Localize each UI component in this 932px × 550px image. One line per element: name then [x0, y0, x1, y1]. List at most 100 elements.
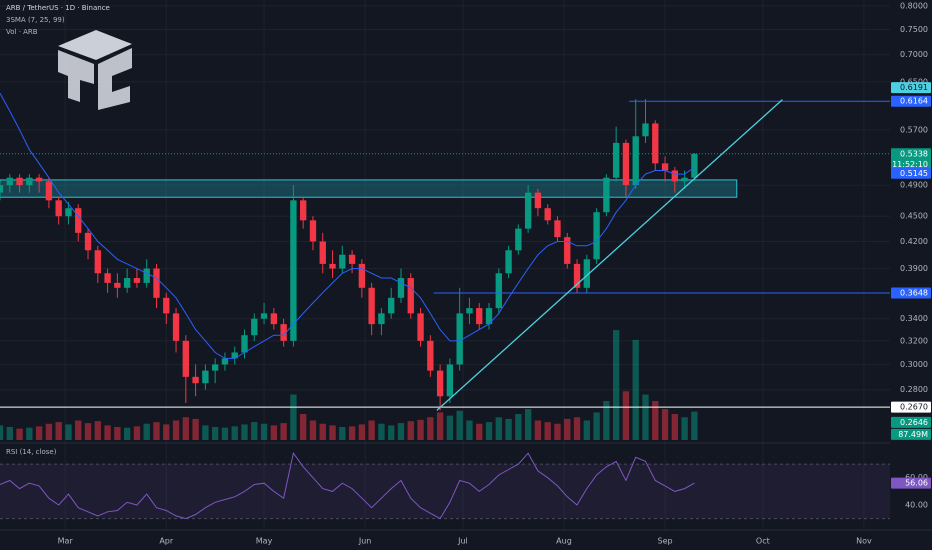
volume-bar [260, 423, 268, 440]
candle-body [172, 313, 180, 341]
x-tick-label: Sep [658, 537, 673, 546]
y-tick-label: 0.4900 [900, 181, 928, 190]
candle-body [368, 287, 375, 325]
candle-body [251, 318, 258, 336]
chart-title: ARB / TetherUS · 1D · Binance [6, 4, 110, 12]
volume-bar [632, 339, 639, 440]
level-label: 0.3648 [900, 288, 928, 297]
x-tick-label: Mar [58, 537, 74, 546]
candle-body [583, 259, 590, 288]
trendline-label-box [891, 82, 931, 94]
candle-body [221, 358, 229, 365]
candle-body [446, 364, 454, 397]
candle-body [515, 228, 522, 251]
volume-bar [681, 417, 688, 440]
logo [58, 30, 132, 110]
volume-bar [172, 420, 180, 440]
candle-body [143, 268, 150, 283]
trendline-label: 0.6191 [900, 83, 928, 92]
candle-body [163, 297, 170, 314]
trendline [436, 99, 783, 411]
y-tick-label: 0.7500 [900, 25, 928, 34]
logo-c [98, 48, 132, 110]
candle-body [476, 308, 483, 325]
candle-body [603, 177, 610, 213]
volume-bar [515, 414, 522, 440]
volume-bar [300, 414, 307, 440]
volume-bar [75, 420, 82, 440]
candle-body [231, 352, 238, 359]
candle-body [407, 278, 414, 314]
candle-body [202, 370, 209, 384]
y-tick-label: 0.3200 [900, 336, 928, 345]
candle-body [75, 208, 82, 233]
volume-bar [476, 423, 483, 440]
x-tick-label: Jun [358, 537, 372, 546]
candle-body [45, 181, 53, 201]
sma-line [0, 92, 695, 359]
candle-body [427, 340, 434, 371]
volume-bar [329, 425, 336, 440]
volume-bar [133, 426, 141, 440]
candle-body [133, 278, 141, 283]
volume-bar [270, 425, 278, 440]
volume-bar [534, 420, 542, 440]
candle-body [153, 268, 160, 298]
candle-body [524, 192, 532, 229]
candle-body [6, 177, 13, 186]
candle-body [505, 250, 512, 274]
candle-body [358, 263, 366, 288]
volume-bar [35, 426, 43, 440]
volume-bar [6, 427, 13, 440]
candle-body [691, 153, 698, 178]
candle-body [632, 136, 639, 186]
volume-bar [397, 423, 405, 440]
candle-body [622, 142, 630, 186]
candle-body [436, 370, 444, 397]
y-tick-label: 0.3400 [900, 314, 928, 323]
y-tick-label: 0.2800 [900, 385, 928, 394]
candle-body [593, 212, 600, 260]
candle-body [123, 278, 131, 288]
x-tick-label: Jul [457, 537, 468, 546]
volume-bar [378, 423, 385, 440]
volume-bar [0, 425, 4, 440]
candle-body [280, 324, 287, 341]
volume-bar [358, 424, 366, 440]
candle-body [55, 200, 62, 217]
indicator-label: Vol · ARB [6, 28, 38, 36]
volume-bar [114, 427, 121, 440]
candle-body [309, 220, 317, 242]
candle-body [534, 192, 542, 209]
candle-body [681, 177, 688, 182]
candle-body [241, 335, 248, 353]
volume-bar [231, 426, 238, 440]
volume-bar [192, 418, 199, 440]
volume-bar [182, 417, 190, 440]
indicator-label: 3SMA (7, 25, 99) [6, 16, 65, 24]
volume-bar [319, 423, 326, 440]
volume-bar [45, 423, 53, 440]
volume-bar [691, 411, 698, 440]
volume-bar [280, 423, 287, 440]
candle-body [339, 254, 346, 269]
candle-body [388, 297, 395, 314]
candle-body [211, 364, 219, 371]
volume-bar [603, 401, 610, 440]
volume-bar [65, 424, 72, 440]
candle-body [182, 340, 190, 377]
candle-body [661, 163, 669, 171]
volume-bar [368, 420, 375, 440]
volume-bar [16, 428, 23, 440]
y-tick-label: 0.8000 [900, 1, 928, 10]
volume-bar [388, 425, 395, 440]
volume-bar [583, 420, 590, 440]
y-tick-label: 0.5700 [900, 125, 928, 134]
candle-body [671, 170, 679, 182]
candle-body [495, 273, 502, 309]
volume-bar [407, 421, 414, 440]
volume-bar [339, 427, 346, 440]
sma-label-box [891, 167, 931, 179]
candle-body [466, 308, 473, 314]
